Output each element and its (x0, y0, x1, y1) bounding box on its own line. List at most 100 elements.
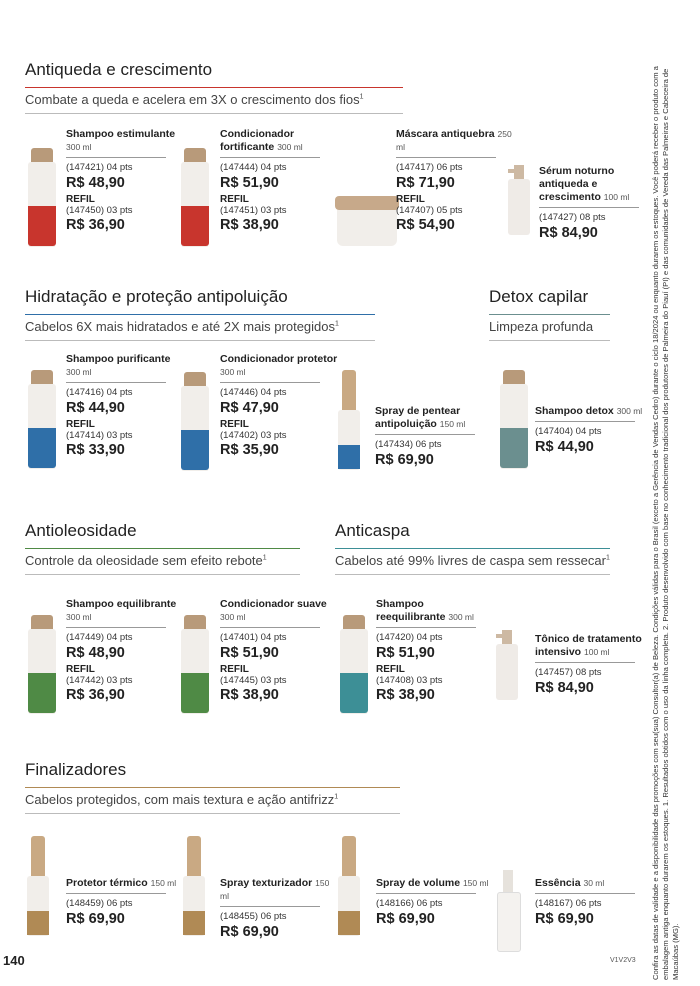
bottle-label (28, 673, 56, 713)
refil-price: R$ 35,90 (220, 442, 279, 458)
jar-lid (335, 196, 399, 210)
subtitle-text: Cabelos até 99% livres de caspa sem ress… (335, 553, 606, 568)
section-rule (335, 548, 610, 549)
subtitle-text: Limpeza profunda (489, 319, 594, 334)
name-text: Shampoo estimulante (66, 128, 176, 140)
product-code: (147434) 06 pts (375, 439, 442, 450)
bottle-label (500, 428, 528, 468)
refil-code: (147407) 05 pts (396, 205, 463, 216)
name-text: Shampoo purificante (66, 353, 171, 365)
section-subtitle: Combate a queda e acelera em 3X o cresci… (25, 92, 363, 107)
divider (535, 893, 635, 894)
product-price: R$ 71,90 (396, 175, 455, 191)
refil-price: R$ 54,90 (396, 217, 455, 233)
divider (220, 627, 320, 628)
divider (535, 421, 635, 422)
product-name: Protetor térmico 150 ml (66, 877, 186, 890)
divider (375, 434, 475, 435)
bottle-body (497, 892, 521, 952)
product-name: Spray de pentear antipoluição 150 ml (375, 405, 495, 431)
divider (66, 627, 166, 628)
refil-code: (147442) 03 pts (66, 675, 133, 686)
divider (220, 157, 320, 158)
name-text: Sérum noturno antiqueda e crescimento (539, 165, 615, 203)
bottle-label (181, 206, 209, 246)
section-rule (489, 340, 610, 341)
pump (502, 630, 512, 644)
product-code: (147416) 04 pts (66, 387, 133, 398)
dropper (503, 870, 513, 892)
product-price: R$ 51,90 (220, 175, 279, 191)
product-code: (147417) 06 pts (396, 162, 463, 173)
divider (66, 893, 166, 894)
section-subtitle: Controle da oleosidade sem efeito rebote… (25, 553, 267, 568)
name-text: Tônico de tratamento intensivo (535, 633, 642, 658)
product-name: Shampoo detox 300 ml (535, 405, 655, 418)
product-info: Shampoo purificante 300 ml (147416) 04 pt… (66, 353, 186, 458)
divider (535, 662, 635, 663)
version-code: V1V2V3 (610, 957, 636, 964)
product-code: (147444) 04 pts (220, 162, 287, 173)
name-text: Protetor térmico (66, 877, 148, 889)
product-code: (147401) 04 pts (220, 632, 287, 643)
product-info: Condicionador fortificante 300 ml (147444… (220, 128, 340, 233)
footnote-mark: 1 (359, 93, 364, 101)
section-title: Antioleosidade (25, 521, 137, 540)
product-size: 300 ml (448, 612, 474, 622)
product-size: 150 ml (462, 878, 489, 888)
product-size: 150 ml (439, 419, 466, 429)
section-rule (25, 113, 403, 114)
subtitle-text: Cabelos protegidos, com mais textura e a… (25, 792, 335, 807)
product-code: (147421) 04 pts (66, 162, 133, 173)
product-name: Spray texturizador 150 ml (220, 877, 340, 903)
product-size: 150 ml (150, 878, 177, 888)
product-size: 300 ml (616, 406, 643, 416)
product-size: 300 ml (66, 367, 92, 377)
product-code: (147420) 04 pts (376, 632, 443, 643)
product-code: (148166) 06 pts (376, 898, 443, 909)
bottle-body (508, 179, 530, 235)
product-code: (147427) 08 pts (539, 212, 606, 223)
refil-label: REFIL (66, 664, 95, 675)
cap (342, 370, 356, 410)
product-price: R$ 48,90 (66, 645, 125, 661)
section-subtitle: Limpeza profunda (489, 319, 593, 334)
product-info: Essência 30 ml (148167) 06 pts R$ 69,90 (535, 877, 655, 927)
section-subtitle: Cabelos até 99% livres de caspa sem ress… (335, 553, 610, 568)
product-size: 300 ml (66, 142, 92, 152)
refil-code: (147445) 03 pts (220, 675, 287, 686)
product-info: Shampoo reequilibrante 300 ml (147420) 04… (376, 598, 496, 703)
refil-code: (147414) 03 pts (66, 430, 133, 441)
subtitle-text: Controle da oleosidade sem efeito rebote (25, 553, 263, 568)
refil-code: (147402) 03 pts (220, 430, 287, 441)
refil-label: REFIL (220, 664, 249, 675)
product-name: Shampoo reequilibrante 300 ml (376, 598, 496, 624)
product-size: 250 ml (396, 129, 512, 152)
name-text: Spray de volume (376, 877, 461, 889)
name-text: Shampoo detox (535, 405, 614, 417)
bottle-label (338, 445, 360, 469)
section-rule (489, 314, 610, 315)
bottle-label (183, 911, 205, 935)
refil-label: REFIL (66, 194, 95, 205)
section-title: Detox capilar (489, 287, 589, 306)
name-text: Máscara antiquebra (396, 128, 495, 140)
product-code: (148455) 06 pts (220, 911, 287, 922)
product-size: 300 ml (220, 367, 246, 377)
refil-code: (147408) 03 pts (376, 675, 443, 686)
name-text: Essência (535, 877, 581, 889)
section-title: Hidratação e proteção antipoluição (25, 287, 288, 306)
product-info: Máscara antiquebra 250 ml (147417) 06 pts… (396, 128, 516, 233)
bottle-cap (343, 615, 365, 629)
product-name: Spray de volume 150 ml (376, 877, 496, 890)
refil-label: REFIL (220, 194, 249, 205)
product-size: 100 ml (603, 192, 630, 202)
product-info: Shampoo detox 300 ml (147404) 04 pts R$ 44… (535, 405, 655, 455)
product-name: Tônico de tratamento intensivo 100 ml (535, 633, 655, 659)
name-text: Shampoo equilibrante (66, 598, 177, 610)
bottle-cap (184, 148, 206, 162)
footnote-mark: 1 (605, 554, 610, 562)
section-rule (25, 813, 400, 814)
product-code: (147449) 04 pts (66, 632, 133, 643)
